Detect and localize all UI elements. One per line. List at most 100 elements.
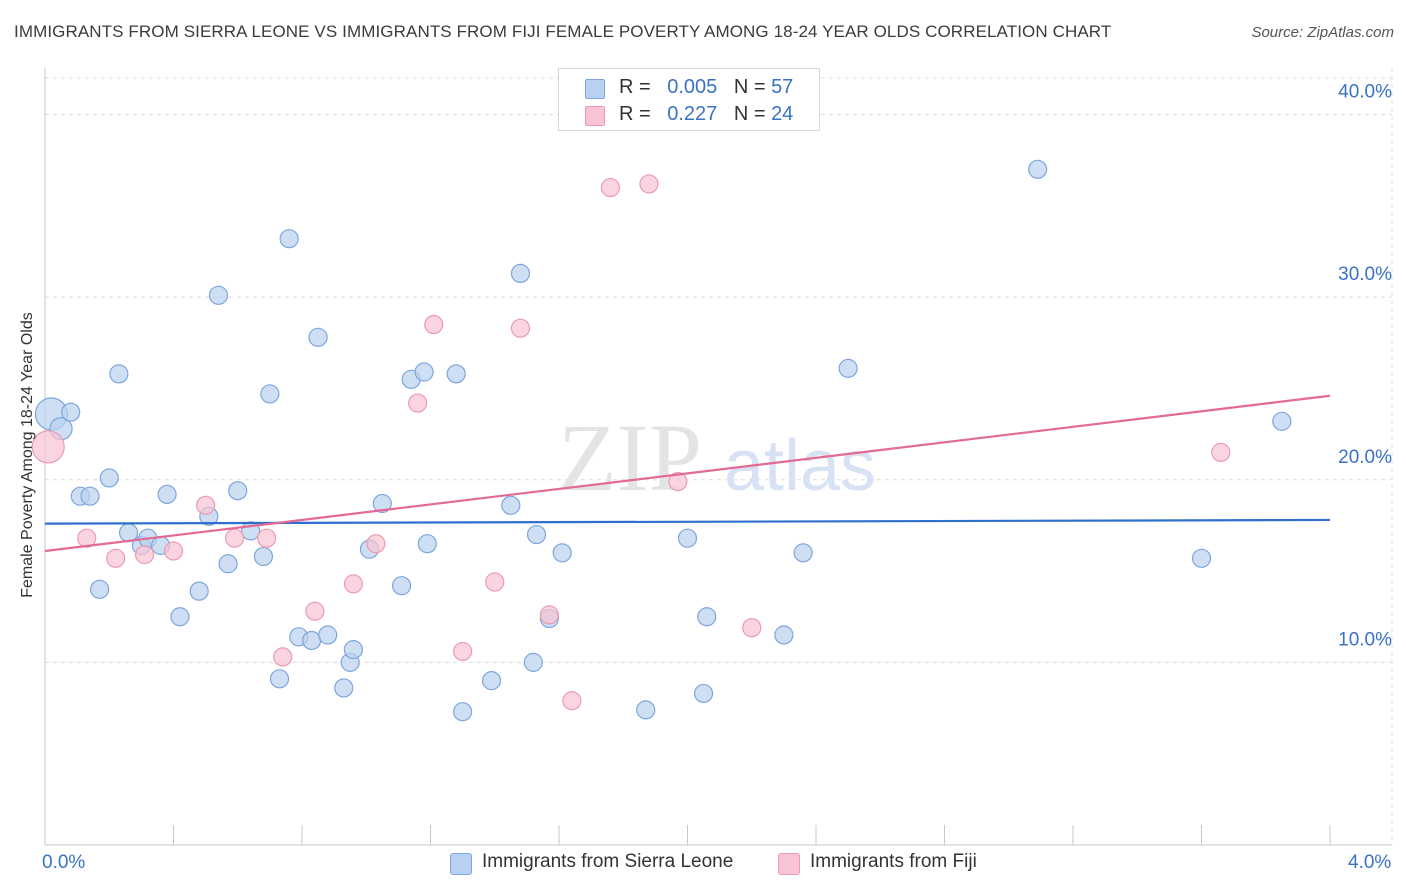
point-sierra [334,678,354,698]
point-sierra [157,484,177,504]
legend-r-label-fiji: R = [619,103,651,125]
legend-r-value-sierra: 0.005 [667,76,718,98]
trend-line-fiji [44,394,1331,553]
point-sierra [99,468,119,488]
point-sierra [308,327,328,347]
point-sierra [1028,159,1048,179]
point-sierra [636,700,656,720]
y-tick-labels: 10.0% 20.0% 30.0% 40.0% [1338,82,1392,651]
legend-text-sierra: R = 0.005 N = 57 [619,76,793,99]
point-sierra [218,554,238,574]
point-sierra [693,683,714,704]
bottom-legend-swatch-sierra [450,853,472,875]
y-tick-label: 30.0% [1338,264,1392,285]
point-sierra [269,669,290,689]
legend-n-value-fiji: 24 [771,103,794,125]
grid-layer [45,68,1393,845]
chart-title: IMMIGRANTS FROM SIERRA LEONE VS IMMIGRAN… [14,22,1112,41]
trend-layer [44,394,1331,553]
point-sierra [793,543,813,563]
point-sierra [481,671,502,691]
stats-legend: R = 0.005 N = 57 R = 0.227 N = 24 [558,68,820,131]
point-sierra [279,229,299,249]
point-sierra [228,481,248,501]
legend-n-label-sierra: N = [733,76,766,98]
source-credit: Source: ZipAtlas.com [1251,24,1394,41]
y-axis-label: Female Poverty Among 18-24 Year Olds [19,312,36,598]
point-fiji [343,574,363,594]
point-sierra [838,358,858,378]
point-sierra [1272,411,1292,431]
point-sierra [774,625,794,645]
legend-r-label-sierra: R = [619,76,651,98]
point-fiji [600,177,621,198]
point-fiji [77,528,97,548]
legend-swatch-sierra [585,79,605,99]
point-sierra [417,534,437,554]
points-layer [31,159,1292,722]
point-fiji [510,318,531,338]
point-sierra [170,607,190,627]
legend-n-label-fiji: N = [733,103,766,125]
point-sierra [391,576,412,596]
point-sierra [372,493,392,514]
point-fiji [668,471,688,492]
point-sierra [501,495,521,515]
point-sierra [189,581,209,601]
point-sierra [697,607,717,627]
point-fiji [366,534,386,554]
point-fiji [224,528,245,548]
point-sierra [61,402,81,422]
point-fiji [453,641,473,662]
x-tick-label-max: 4.0% [1348,852,1392,873]
point-fiji [196,495,216,515]
point-sierra [523,652,543,672]
point-fiji [273,647,293,667]
point-fiji [424,314,444,335]
watermark: ZIP atlas [558,404,876,511]
bottom-legend-label-sierra: Immigrants from Sierra Leone [482,851,734,872]
legend-r-value-fiji: 0.227 [667,103,718,125]
legend-swatch-fiji [585,106,605,126]
point-sierra [80,486,100,506]
point-sierra [526,524,547,545]
point-sierra [453,702,473,722]
point-sierra [677,528,698,548]
point-fiji [1211,442,1231,462]
point-sierra [414,362,434,382]
point-fiji [305,601,325,621]
point-sierra [318,625,338,645]
point-sierra [109,364,129,384]
point-sierra [260,384,280,404]
bottom-legend-swatch-fiji [778,853,800,875]
point-sierra [446,364,466,384]
axes-layer [44,68,1392,846]
y-tick-label: 40.0% [1338,82,1392,103]
point-fiji [539,605,559,625]
point-fiji [639,174,659,194]
trend-line-sierra [44,518,1331,525]
point-fiji [742,618,762,638]
point-fiji [562,691,582,711]
point-fiji [257,528,277,548]
point-sierra [1191,548,1212,568]
point-fiji [31,430,65,464]
x-tick-label-min: 0.0% [42,852,86,873]
legend-text-fiji: R = 0.227 N = 24 [619,103,793,126]
point-sierra [510,263,531,284]
point-sierra [343,639,363,660]
point-sierra [253,546,274,567]
point-fiji [485,572,505,592]
point-fiji [408,393,428,413]
point-fiji [163,541,184,561]
y-tick-label: 20.0% [1338,447,1392,468]
watermark-zip: ZIP [558,404,702,511]
point-sierra [302,630,322,651]
point-sierra [208,285,229,305]
bottom-legend-label-fiji: Immigrants from Fiji [810,851,977,872]
point-sierra [552,543,572,563]
point-fiji [106,548,126,568]
y-tick-label: 10.0% [1338,629,1392,650]
point-sierra [90,579,110,599]
